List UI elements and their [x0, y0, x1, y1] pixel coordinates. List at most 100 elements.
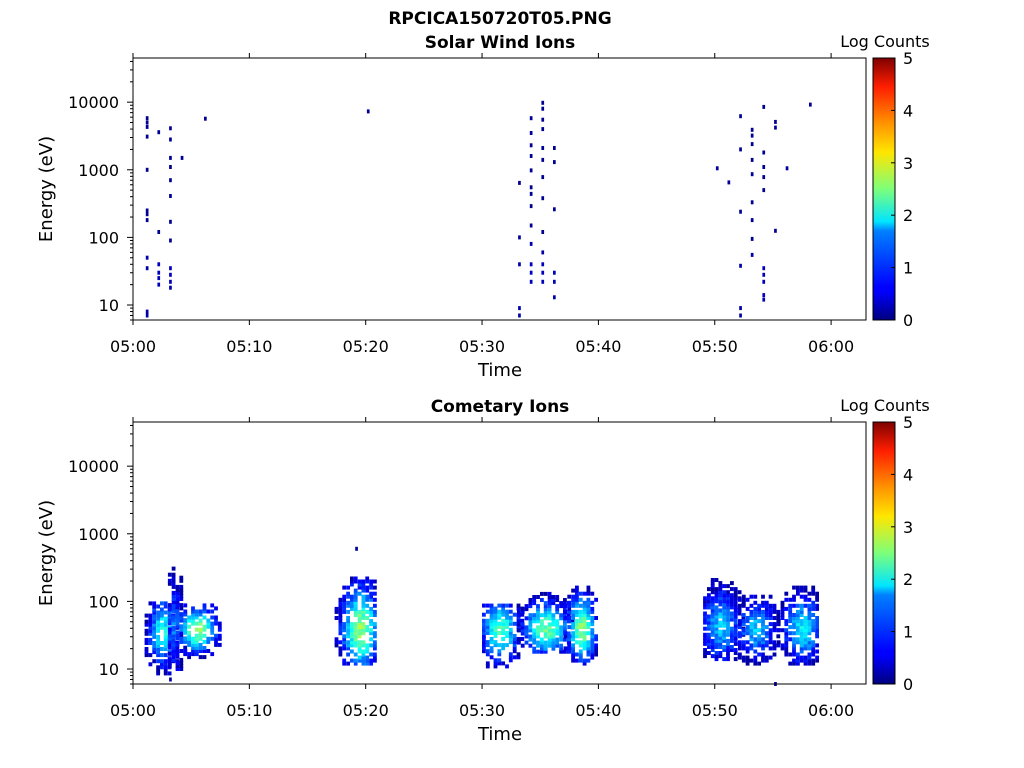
- heatmap-cell: [547, 595, 552, 599]
- heatmap-cell: [718, 599, 723, 604]
- heatmap-cell: [718, 584, 723, 589]
- heatmap-cell: [803, 585, 808, 590]
- heatmap-cell: [803, 655, 808, 660]
- heatmap-cell: [815, 625, 819, 630]
- heatmap-cell: [529, 168, 533, 173]
- heatmap-cell: [194, 627, 199, 632]
- heatmap-cell: [361, 597, 366, 602]
- heatmap-cell: [582, 609, 587, 614]
- heatmap-cell: [148, 613, 153, 618]
- heatmap-cell: [214, 615, 218, 620]
- heatmap-cell: [217, 636, 222, 641]
- heatmap-cell: [357, 582, 362, 587]
- heatmap-cell: [148, 625, 153, 630]
- heatmap-cell: [482, 637, 486, 641]
- heatmap-cell: [191, 646, 195, 650]
- heatmap-cell: [536, 628, 540, 633]
- heatmap-cell: [508, 621, 513, 626]
- heatmap-cell: [762, 266, 766, 271]
- heatmap-cell: [768, 609, 773, 614]
- heatmap-cell: [152, 644, 157, 648]
- heatmap-cell: [730, 626, 734, 631]
- heatmap-cell: [784, 622, 789, 627]
- heatmap-cell: [175, 636, 180, 641]
- heatmap-cell: [753, 622, 758, 627]
- heatmap-cell: [761, 600, 765, 605]
- heatmap-cell: [571, 643, 575, 648]
- heatmap-cell: [350, 622, 354, 627]
- heatmap-cell: [578, 634, 583, 639]
- heatmap-cell: [559, 616, 563, 621]
- heatmap-cell: [342, 628, 347, 633]
- heatmap-cell: [489, 627, 494, 632]
- heatmap-cell: [194, 633, 199, 638]
- heatmap-cell: [528, 643, 533, 648]
- heatmap-cell: [489, 624, 494, 629]
- heatmap-cell: [714, 623, 719, 628]
- heatmap-cell: [737, 608, 742, 613]
- heatmap-cell: [369, 609, 373, 614]
- heatmap-cell: [214, 639, 218, 644]
- heatmap-cell: [799, 603, 804, 608]
- heatmap-cell: [353, 652, 358, 657]
- heatmap-cell: [346, 661, 350, 666]
- colorbar: [872, 57, 896, 321]
- heatmap-cell: [361, 588, 366, 593]
- heatmap-cell: [718, 611, 723, 616]
- heatmap-cell: [710, 596, 715, 601]
- heatmap-cell: [559, 643, 563, 648]
- heatmap-cell: [803, 637, 808, 642]
- heatmap-cell: [361, 652, 366, 657]
- heatmap-cell: [346, 603, 350, 608]
- heatmap-cell: [753, 658, 758, 663]
- heatmap-cell: [532, 628, 537, 633]
- heatmap-cell: [803, 625, 808, 630]
- heatmap-cell: [590, 631, 595, 636]
- heatmap-cell: [761, 652, 765, 657]
- heatmap-cell: [543, 607, 548, 612]
- heatmap-cell: [482, 603, 486, 608]
- heatmap-cell: [482, 640, 486, 645]
- heatmap-cell: [194, 646, 199, 650]
- heatmap-cell: [144, 631, 149, 636]
- heatmap-cell: [217, 627, 222, 632]
- heatmap-cell: [547, 631, 552, 636]
- heatmap-cell: [815, 594, 819, 599]
- heatmap-cell: [497, 661, 502, 666]
- heatmap-cell: [342, 606, 347, 611]
- heatmap-cell: [152, 647, 157, 651]
- heatmap-cell: [148, 619, 153, 624]
- heatmap-cell: [571, 646, 575, 651]
- heatmap-cell: [551, 598, 556, 602]
- heatmap-cell: [540, 622, 544, 627]
- heatmap-cell: [350, 631, 354, 636]
- heatmap-cell: [501, 603, 505, 608]
- heatmap-cell: [749, 634, 754, 639]
- heatmap-cell: [529, 270, 533, 275]
- heatmap-cell: [772, 625, 777, 630]
- heatmap-cell: [714, 605, 719, 610]
- heatmap-cell: [547, 604, 552, 609]
- panel-cometary: Cometary Ions 05:00 05:10 05:20 05:30 05:40 0…: [36, 396, 930, 745]
- heatmap-cell: [497, 649, 502, 654]
- heatmap-cell: [529, 223, 533, 228]
- heatmap-cell: [745, 655, 750, 660]
- y-tick-label: 100: [88, 592, 119, 611]
- heatmap-cell: [594, 646, 598, 651]
- heatmap-cell: [373, 585, 377, 590]
- heatmap-cell: [528, 637, 533, 642]
- heatmap-cell: [536, 643, 540, 648]
- heatmap-cell: [722, 593, 727, 598]
- heatmap-cell: [726, 608, 730, 613]
- heatmap-cell: [361, 655, 366, 660]
- heatmap-cell: [493, 612, 498, 617]
- heatmap-cell: [357, 658, 362, 663]
- heatmap-cell: [501, 612, 505, 617]
- heatmap-cell: [567, 603, 572, 608]
- heatmap-cell: [520, 618, 525, 623]
- heatmap-cell: [497, 631, 502, 635]
- heatmap-cell: [753, 649, 758, 654]
- heatmap-cell: [807, 652, 812, 657]
- heatmap-cell: [179, 615, 184, 620]
- heatmap-cell: [536, 607, 540, 612]
